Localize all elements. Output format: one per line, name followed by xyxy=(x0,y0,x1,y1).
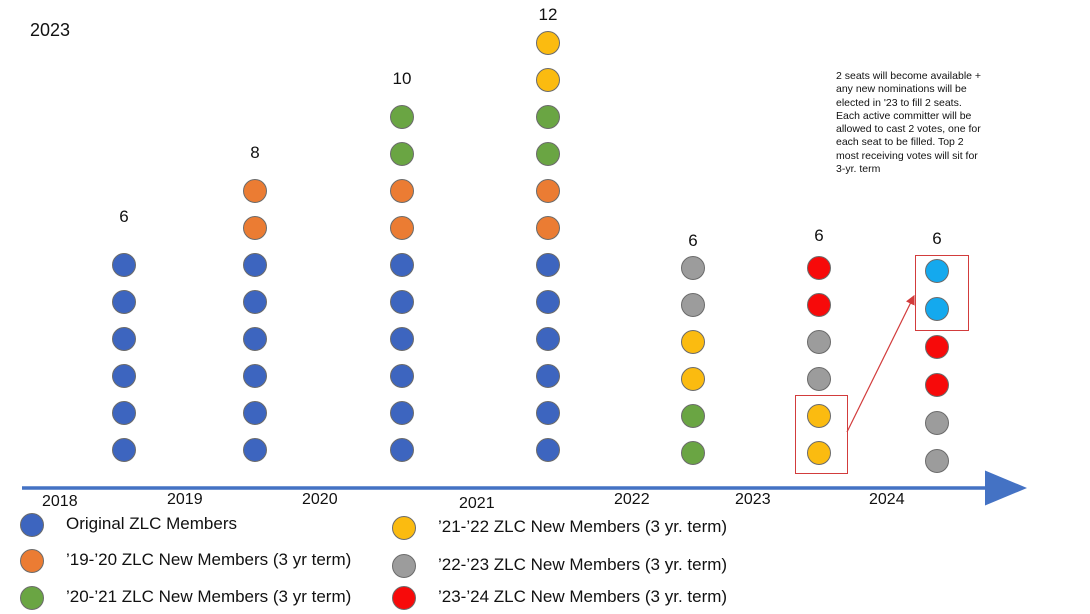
member-dot-y2021 xyxy=(681,441,705,465)
member-dot-y2021 xyxy=(536,105,560,129)
member-dot-y2122 xyxy=(536,68,560,92)
member-dot-y2223 xyxy=(807,330,831,354)
member-dot-original xyxy=(390,364,414,388)
member-dot-original xyxy=(390,327,414,351)
column-count: 6 xyxy=(119,207,129,226)
member-dot-y1920 xyxy=(243,216,267,240)
member-dot-y2223 xyxy=(925,411,949,435)
year-label: 2020 xyxy=(302,491,338,508)
highlight-box-new-seats xyxy=(915,255,969,331)
legend-label: ’19-’20 ZLC New Members (3 yr term) xyxy=(66,550,352,569)
member-dot-original xyxy=(112,438,136,462)
member-dot-y2324 xyxy=(807,293,831,317)
year-label: 2022 xyxy=(614,491,650,508)
member-dot-original xyxy=(112,253,136,277)
member-dot-original xyxy=(536,438,560,462)
member-dot-y2223 xyxy=(925,449,949,473)
legend-label: Original ZLC Members xyxy=(66,514,237,533)
legend-label: ’23-’24 ZLC New Members (3 yr. term) xyxy=(438,587,728,606)
member-dot-original xyxy=(243,364,267,388)
member-dot-original xyxy=(390,438,414,462)
year-label: 2018 xyxy=(42,493,78,510)
member-dot-y2324 xyxy=(925,335,949,359)
member-dot-y1920 xyxy=(390,179,414,203)
member-dot-original xyxy=(112,364,136,388)
member-dot-original xyxy=(112,290,136,314)
legend-label: ’20-’21 ZLC New Members (3 yr term) xyxy=(66,587,352,606)
member-dot-y1920 xyxy=(536,179,560,203)
legend-swatch-y2324 xyxy=(392,586,416,610)
member-dot-y1920 xyxy=(390,216,414,240)
member-dot-y2021 xyxy=(536,142,560,166)
member-dot-original xyxy=(536,401,560,425)
member-dot-y2122 xyxy=(536,31,560,55)
legend-label: ’21-’22 ZLC New Members (3 yr. term) xyxy=(438,517,728,536)
column-count: 6 xyxy=(688,231,698,250)
member-dot-original xyxy=(390,290,414,314)
legend-swatch-y1920 xyxy=(20,549,44,573)
seat-transfer-arrow xyxy=(846,294,915,433)
legend-label: ’22-’23 ZLC New Members (3 yr. term) xyxy=(438,555,728,574)
legend-swatch-y2021 xyxy=(20,586,44,610)
year-label: 2024 xyxy=(869,491,905,508)
member-dot-original xyxy=(243,401,267,425)
member-dot-original xyxy=(390,401,414,425)
year-label: 2023 xyxy=(735,491,771,508)
member-dot-y2223 xyxy=(807,367,831,391)
column-count: 10 xyxy=(392,69,412,88)
election-note: 2 seats will become available + any new … xyxy=(836,70,982,176)
member-dot-y2021 xyxy=(681,404,705,428)
member-dot-y2122 xyxy=(807,404,831,428)
member-dot-original xyxy=(536,290,560,314)
legend-swatch-original xyxy=(20,513,44,537)
member-dot-y2324 xyxy=(807,256,831,280)
column-count: 6 xyxy=(814,226,824,245)
member-dot-new_seat xyxy=(925,297,949,321)
column-count: 12 xyxy=(538,5,558,24)
year-label: 2019 xyxy=(167,491,203,508)
member-dot-y1920 xyxy=(536,216,560,240)
member-dot-y2122 xyxy=(807,441,831,465)
member-dot-new_seat xyxy=(925,259,949,283)
member-dot-original xyxy=(243,253,267,277)
member-dot-original xyxy=(243,438,267,462)
column-count: 6 xyxy=(932,229,942,248)
member-dot-y2021 xyxy=(390,142,414,166)
member-dot-original xyxy=(112,327,136,351)
member-dot-y2122 xyxy=(681,367,705,391)
member-dot-original xyxy=(243,290,267,314)
member-dot-y2021 xyxy=(390,105,414,129)
column-count: 8 xyxy=(250,143,260,162)
member-dot-y2122 xyxy=(681,330,705,354)
member-dot-original xyxy=(536,364,560,388)
member-dot-original xyxy=(243,327,267,351)
highlight-box-outgoing xyxy=(795,395,848,474)
year-label: 2021 xyxy=(459,495,495,512)
member-dot-y1920 xyxy=(243,179,267,203)
member-dot-y2223 xyxy=(681,256,705,280)
member-dot-original xyxy=(536,253,560,277)
legend-swatch-y2223 xyxy=(392,554,416,578)
member-dot-original xyxy=(536,327,560,351)
slide-title: 2023 xyxy=(30,20,71,40)
member-dot-y2223 xyxy=(681,293,705,317)
member-dot-original xyxy=(390,253,414,277)
member-dot-original xyxy=(112,401,136,425)
member-dot-y2324 xyxy=(925,373,949,397)
legend-swatch-y2122 xyxy=(392,516,416,540)
